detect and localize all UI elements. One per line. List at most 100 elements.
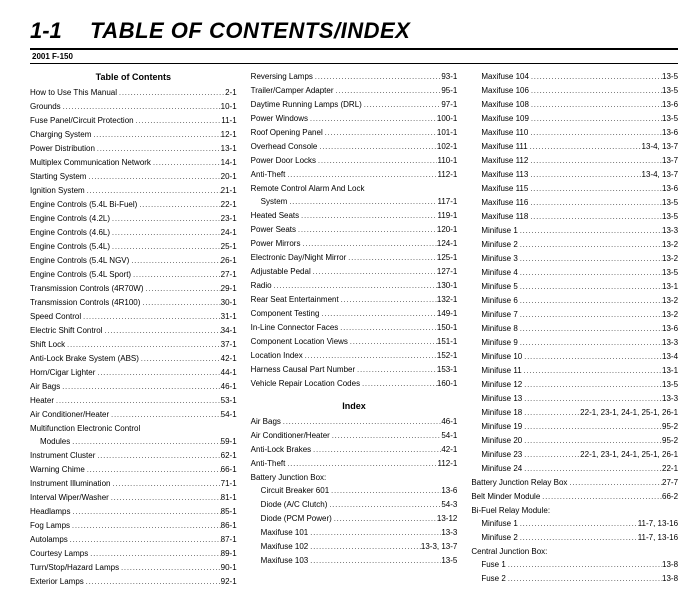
entry-label: Power Windows <box>251 112 308 125</box>
dot-leader <box>109 491 221 505</box>
dot-leader <box>85 463 221 477</box>
toc-entry: Electric Shift Control34-1 <box>30 324 237 338</box>
entry-label: Engine Controls (5.4L NGV) <box>30 254 129 267</box>
dot-leader <box>323 126 437 140</box>
entry-page: 13-6 <box>441 484 457 497</box>
entry-page: 87-1 <box>221 533 237 546</box>
index-heading: Index <box>251 401 458 411</box>
entry-page: 92-1 <box>221 575 237 588</box>
toc-entry: Minifuse 1313-3 <box>471 392 678 406</box>
entry-label: Air Bags <box>30 380 60 393</box>
entry-label: Minifuse 20 <box>471 434 522 447</box>
toc-entry: Maxifuse 11113-4, 13-7 <box>471 140 678 154</box>
entry-page: 132-1 <box>437 293 457 306</box>
entry-label: Power Mirrors <box>251 237 301 250</box>
dot-leader <box>139 352 221 366</box>
toc-entry: Anti-Theft112-1 <box>251 457 458 471</box>
toc-entry: Power Door Locks110-1 <box>251 154 458 168</box>
entry-label: Maxifuse 101 <box>251 526 309 539</box>
entry-label: Engine Controls (4.6L) <box>30 226 110 239</box>
dot-leader <box>95 449 220 463</box>
dot-leader <box>529 98 662 112</box>
entry-page: 112-1 <box>437 168 457 181</box>
dot-leader <box>85 184 221 198</box>
entry-label: Minifuse 23 <box>471 448 522 461</box>
entry-page: 13-6 <box>662 98 678 111</box>
entry-label: Autolamps <box>30 533 68 546</box>
entry-page: 13-3, 13-7 <box>421 540 457 553</box>
entry-page: 112-1 <box>437 457 457 470</box>
entry-label: Multiplex Communication Network <box>30 156 151 169</box>
dot-leader <box>346 251 437 265</box>
dot-leader <box>60 380 220 394</box>
dot-leader <box>299 209 437 223</box>
dot-leader <box>522 434 662 448</box>
toc-entry: Engine Controls (5.4L NGV) 26-1 <box>30 254 237 268</box>
dot-leader <box>506 558 662 572</box>
entry-label: Heater <box>30 394 54 407</box>
entry-label: Maxifuse 116 <box>471 196 528 209</box>
dot-leader <box>360 377 437 391</box>
entry-page: 13-5 <box>662 378 678 391</box>
entry-page: 12-1 <box>221 128 237 141</box>
entry-page: 13-5 <box>662 196 678 209</box>
entry-page: 26-1 <box>221 254 237 267</box>
dot-leader <box>338 321 437 335</box>
toc-entry: Minifuse 2322-1, 23-1, 24-1, 25-1, 26-1 <box>471 448 678 462</box>
entry-label: Warning Chime <box>30 463 85 476</box>
toc-entry: Horn/Cigar Lighter44-1 <box>30 366 237 380</box>
dot-leader <box>506 572 662 586</box>
entry-label: Anti-Lock Brake System (ABS) <box>30 352 139 365</box>
toc-entry: Anti-Lock Brakes42-1 <box>251 443 458 457</box>
entry-page: 150-1 <box>437 321 457 334</box>
dot-leader <box>528 168 641 182</box>
entry-page: 101-1 <box>437 126 457 139</box>
toc-entry: Maxifuse 11513-6 <box>471 182 678 196</box>
toc-entry: How to Use This Manual2-1 <box>30 86 237 100</box>
entry-label: Headlamps <box>30 505 70 518</box>
toc-entry: Electronic Day/Night Mirror125-1 <box>251 251 458 265</box>
entry-label: Maxifuse 106 <box>471 84 529 97</box>
toc-entry: Adjustable Pedal127-1 <box>251 265 458 279</box>
entry-page: 120-1 <box>437 223 457 236</box>
toc-entry: Minifuse 913-3 <box>471 336 678 350</box>
toc-entry: Bi-Fuel Relay Module: <box>471 504 678 517</box>
toc-entry: Belt Minder Module66-2 <box>471 490 678 504</box>
dot-leader <box>287 195 437 209</box>
entry-page: 13-5 <box>662 210 678 223</box>
toc-entry: System117-1 <box>251 195 458 209</box>
entry-label: Minifuse 9 <box>471 336 517 349</box>
toc-entry: Roof Opening Panel101-1 <box>251 126 458 140</box>
dot-leader <box>109 408 221 422</box>
entry-page: 25-1 <box>221 240 237 253</box>
toc-entry: Minifuse 111-7, 13-16 <box>471 517 678 531</box>
toc-entry: Maxifuse 10813-6 <box>471 98 678 112</box>
toc-entry: Minifuse 213-2 <box>471 238 678 252</box>
entry-label: Overhead Console <box>251 140 318 153</box>
entry-page: 102-1 <box>437 140 457 153</box>
entry-label: Starting System <box>30 170 86 183</box>
entry-label: Anti-Lock Brakes <box>251 443 311 456</box>
entry-page: 81-1 <box>221 491 237 504</box>
dot-leader <box>110 212 221 226</box>
entry-page: 46-1 <box>221 380 237 393</box>
dot-leader <box>70 435 220 449</box>
dot-leader <box>81 310 221 324</box>
entry-page: 13-3 <box>662 224 678 237</box>
entry-page: 13-4, 13-7 <box>642 168 678 181</box>
entry-label: Battery Junction Relay Box <box>471 476 567 489</box>
entry-label: Minifuse 6 <box>471 294 517 307</box>
toc-entry: Vehicle Repair Location Codes160-1 <box>251 377 458 391</box>
dot-leader <box>117 86 225 100</box>
toc-entry: Diode (A/C Clutch)54-3 <box>251 498 458 512</box>
dot-leader <box>84 575 221 589</box>
entry-label: Power Door Locks <box>251 154 316 167</box>
entry-label: Multifunction Electronic Control <box>30 422 140 435</box>
entry-label: Electric Shift Control <box>30 324 102 337</box>
toc-entry: Remote Control Alarm And Lock <box>251 182 458 195</box>
entry-page: 13-3 <box>662 392 678 405</box>
dot-leader <box>339 293 437 307</box>
dot-leader <box>327 498 441 512</box>
toc-entry: Heated Seats119-1 <box>251 209 458 223</box>
toc-entry: Harness Causal Part Number153-1 <box>251 363 458 377</box>
